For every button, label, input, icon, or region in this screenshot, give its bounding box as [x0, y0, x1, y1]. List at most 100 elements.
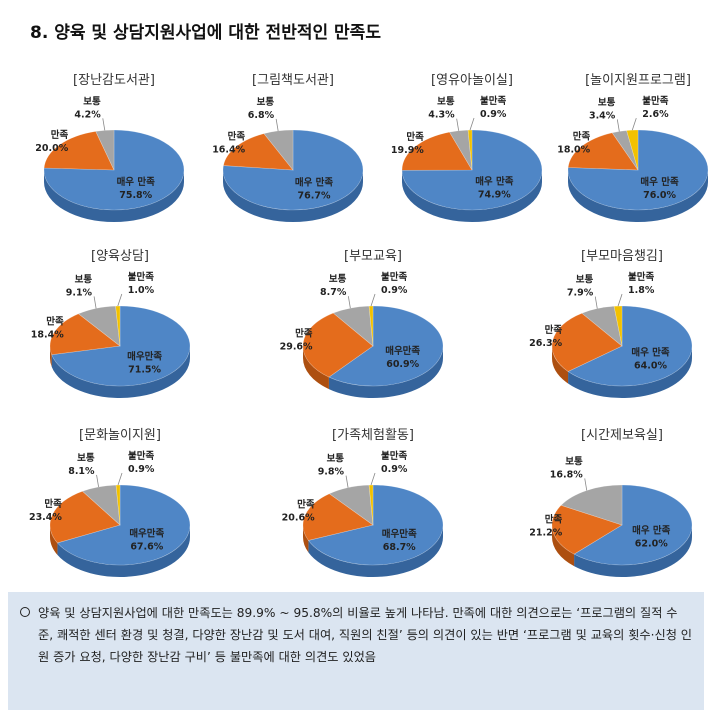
pie-depth	[50, 346, 191, 399]
leader-line	[102, 118, 106, 131]
slice-value-label: 9.1%	[66, 287, 93, 298]
pie-slice-side	[51, 346, 191, 399]
slice-value-label: 76.0%	[643, 190, 676, 201]
slice-value-label: 26.3%	[529, 338, 562, 349]
pie-chart-svg: [가족체험활동] 매우만족 68.7% 만족 20.6% 보통 9.8% 불만족 0.9%	[282, 428, 444, 577]
slice-category-label: 매우 만족	[117, 176, 156, 188]
chart-title: [시간제보육실]	[581, 428, 663, 443]
slice-category-label: 매우 만족	[631, 347, 670, 359]
slice-category-label: 불만족	[642, 95, 668, 107]
pie-slice	[43, 131, 115, 171]
slice-value-label: 64.0%	[634, 361, 667, 372]
slice-value-label: 16.8%	[550, 469, 583, 480]
chart-title: [부모교육]	[344, 249, 402, 264]
slice-category-label: 만족	[297, 499, 315, 511]
pie-depth	[552, 346, 692, 398]
slice-category-label: 보통	[327, 454, 345, 465]
pie-depth	[50, 525, 191, 577]
pie-depth	[303, 525, 443, 577]
slice-category-label: 매우만족	[382, 528, 417, 540]
pie-slice-side	[223, 170, 363, 222]
leader-line	[117, 472, 123, 486]
page-title: 8. 양육 및 상담지원사업에 대한 전반적인 만족도	[30, 23, 381, 43]
slice-category-label: 만족	[573, 131, 591, 143]
pie-chart-panel: [가족체험활동] 매우만족 68.7% 만족 20.6% 보통 9.8% 불만족 0.9%	[282, 425, 463, 585]
pie-slice	[573, 484, 693, 566]
slice-category-label: 보통	[75, 274, 93, 285]
pie-slice	[328, 305, 444, 387]
pie-chart-panel: [문화놀이지원] 매우만족 67.6% 만족 23.4% 보통 8.1% 불만족 0.9%	[29, 425, 210, 585]
pie-slice	[43, 129, 185, 211]
slice-value-label: 0.9%	[128, 464, 155, 475]
slice-category-label: 매우 만족	[475, 176, 514, 188]
pie-slice-side	[50, 346, 52, 367]
slice-category-label: 만족	[545, 514, 563, 526]
pie-slice-side	[303, 346, 329, 390]
pie-slice	[449, 129, 473, 171]
slice-category-label: 매우 만족	[632, 525, 671, 537]
slice-category-label: 보통	[576, 275, 594, 286]
pie-slice	[302, 312, 374, 378]
slice-category-label: 불만족	[628, 271, 654, 283]
chart-title: [가족체험활동]	[332, 428, 414, 443]
leader-line	[370, 293, 376, 307]
slice-category-label: 만족	[406, 131, 424, 143]
slice-category-label: 만족	[44, 498, 62, 510]
slice-value-label: 68.7%	[383, 542, 416, 553]
pie-chart-panel: [시간제보육실] 매우 만족 62.0% 만족 21.2% 보통 16.8%	[529, 425, 712, 585]
slice-value-label: 29.6%	[280, 342, 313, 353]
pie-depth	[402, 170, 542, 223]
chart-title: [그림책도서관]	[252, 73, 334, 88]
pie-slice	[49, 490, 121, 544]
pie-chart-panel: [부모교육] 매우만족 60.9% 만족 29.6% 보통 8.7% 불만족 0.9%	[280, 246, 463, 406]
pie-slice	[567, 129, 709, 211]
pie-slice	[401, 129, 543, 211]
slice-value-label: 0.9%	[381, 464, 408, 475]
slice-value-label: 8.7%	[320, 287, 347, 298]
slice-value-label: 23.4%	[29, 512, 62, 523]
leader-line	[347, 296, 351, 309]
pie-slice	[611, 130, 639, 171]
slice-category-label: 보통	[83, 96, 101, 107]
pie-slice	[302, 493, 374, 541]
pie-slice	[263, 129, 294, 171]
slice-value-label: 21.2%	[529, 528, 562, 539]
slice-value-label: 16.4%	[212, 145, 245, 156]
leader-line	[616, 119, 620, 132]
pie-slice-side	[552, 525, 575, 567]
slice-value-label: 3.4%	[589, 110, 616, 121]
slice-category-label: 불만족	[128, 450, 154, 462]
chart-title: [영유아놀이실]	[431, 73, 513, 88]
pie-slice	[222, 129, 364, 211]
slice-category-label: 불만족	[128, 271, 154, 283]
slice-value-label: 9.8%	[318, 467, 345, 478]
slice-category-label: 만족	[51, 129, 69, 141]
pie-slice-side	[44, 170, 184, 222]
pie-chart-panel: [영유아놀이실] 매우 만족 74.9% 만족 19.9% 보통 4.3% 불만족 0.9%	[382, 70, 562, 230]
charts-area: [장난감도서관] 매우 만족 75.8% 만족 20.0% 보통 4.2% [그림책도서관] 매…	[29, 70, 716, 585]
leader-line	[345, 475, 349, 488]
pie-chart-svg: [문화놀이지원] 매우만족 67.6% 만족 23.4% 보통 8.1% 불만족 0.9%	[29, 428, 191, 577]
leader-line	[117, 293, 123, 307]
pie-chart-svg: [그림책도서관] 매우 만족 76.7% 만족 16.4% 보통 6.8%	[212, 73, 364, 222]
chart-title: [놀이지원프로그램]	[585, 73, 691, 88]
pie-slice	[51, 305, 191, 387]
slice-value-label: 6.8%	[248, 110, 275, 121]
pie-chart-panel: [놀이지원프로그램] 매우 만족 76.0% 만족 18.0% 보통 3.4% 불만족 2.6%	[548, 70, 716, 230]
pie-slice	[567, 132, 639, 171]
slice-category-label: 보통	[257, 97, 275, 108]
pie-depth	[568, 170, 708, 222]
slice-category-label: 만족	[46, 316, 64, 328]
slice-value-label: 71.5%	[128, 364, 161, 375]
chart-title: [문화놀이지원]	[79, 428, 161, 443]
slice-category-label: 만족	[295, 328, 313, 340]
chart-title: [장난감도서관]	[73, 73, 155, 88]
slice-value-label: 20.6%	[282, 513, 315, 524]
bullet-circle-icon	[20, 607, 30, 617]
pie-chart-svg: [영유아놀이실] 매우 만족 74.9% 만족 19.9% 보통 4.3% 불만족 0.9%	[391, 73, 543, 223]
pie-slice	[223, 133, 294, 171]
slice-value-label: 8.1%	[68, 466, 95, 477]
pie-chart-svg: [양육상담] 매우만족 71.5% 만족 18.4% 보통 9.1% 불만족 1.0%	[31, 249, 191, 399]
pie-chart-svg: [부모마음챙김] 매우 만족 64.0% 만족 26.3% 보통 7.9% 불만족 1.8%	[529, 249, 693, 398]
summary-box: 양육 및 상담지원사업에 대한 만족도는 89.9% ~ 95.8%의 비율로 …	[8, 592, 704, 710]
